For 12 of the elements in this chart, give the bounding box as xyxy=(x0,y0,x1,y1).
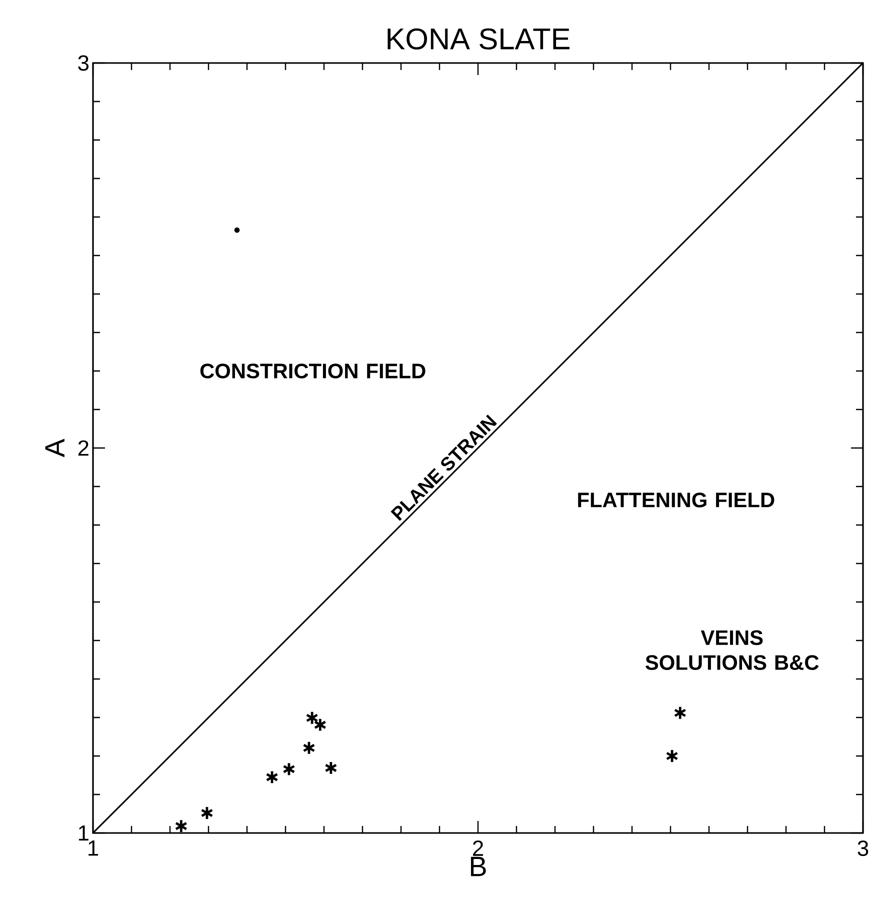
x-axis-title: B xyxy=(470,856,486,876)
y-axis-title: A xyxy=(45,438,64,458)
y-tick-label: 1 xyxy=(78,825,88,841)
x-tick-label: 2 xyxy=(472,840,483,856)
annotation: FLATTENING FIELD xyxy=(578,492,774,508)
chart-title: KONA SLATE xyxy=(388,28,570,50)
x-tick-label: 1 xyxy=(88,840,98,856)
annotation: CONSTRICTION FIELD xyxy=(200,364,426,378)
annotation: VEINS SOLUTIONS B&C xyxy=(645,630,818,670)
y-tick-label: 2 xyxy=(78,440,88,456)
y-tick-label: 3 xyxy=(78,55,88,71)
x-tick-label: 3 xyxy=(858,840,868,856)
